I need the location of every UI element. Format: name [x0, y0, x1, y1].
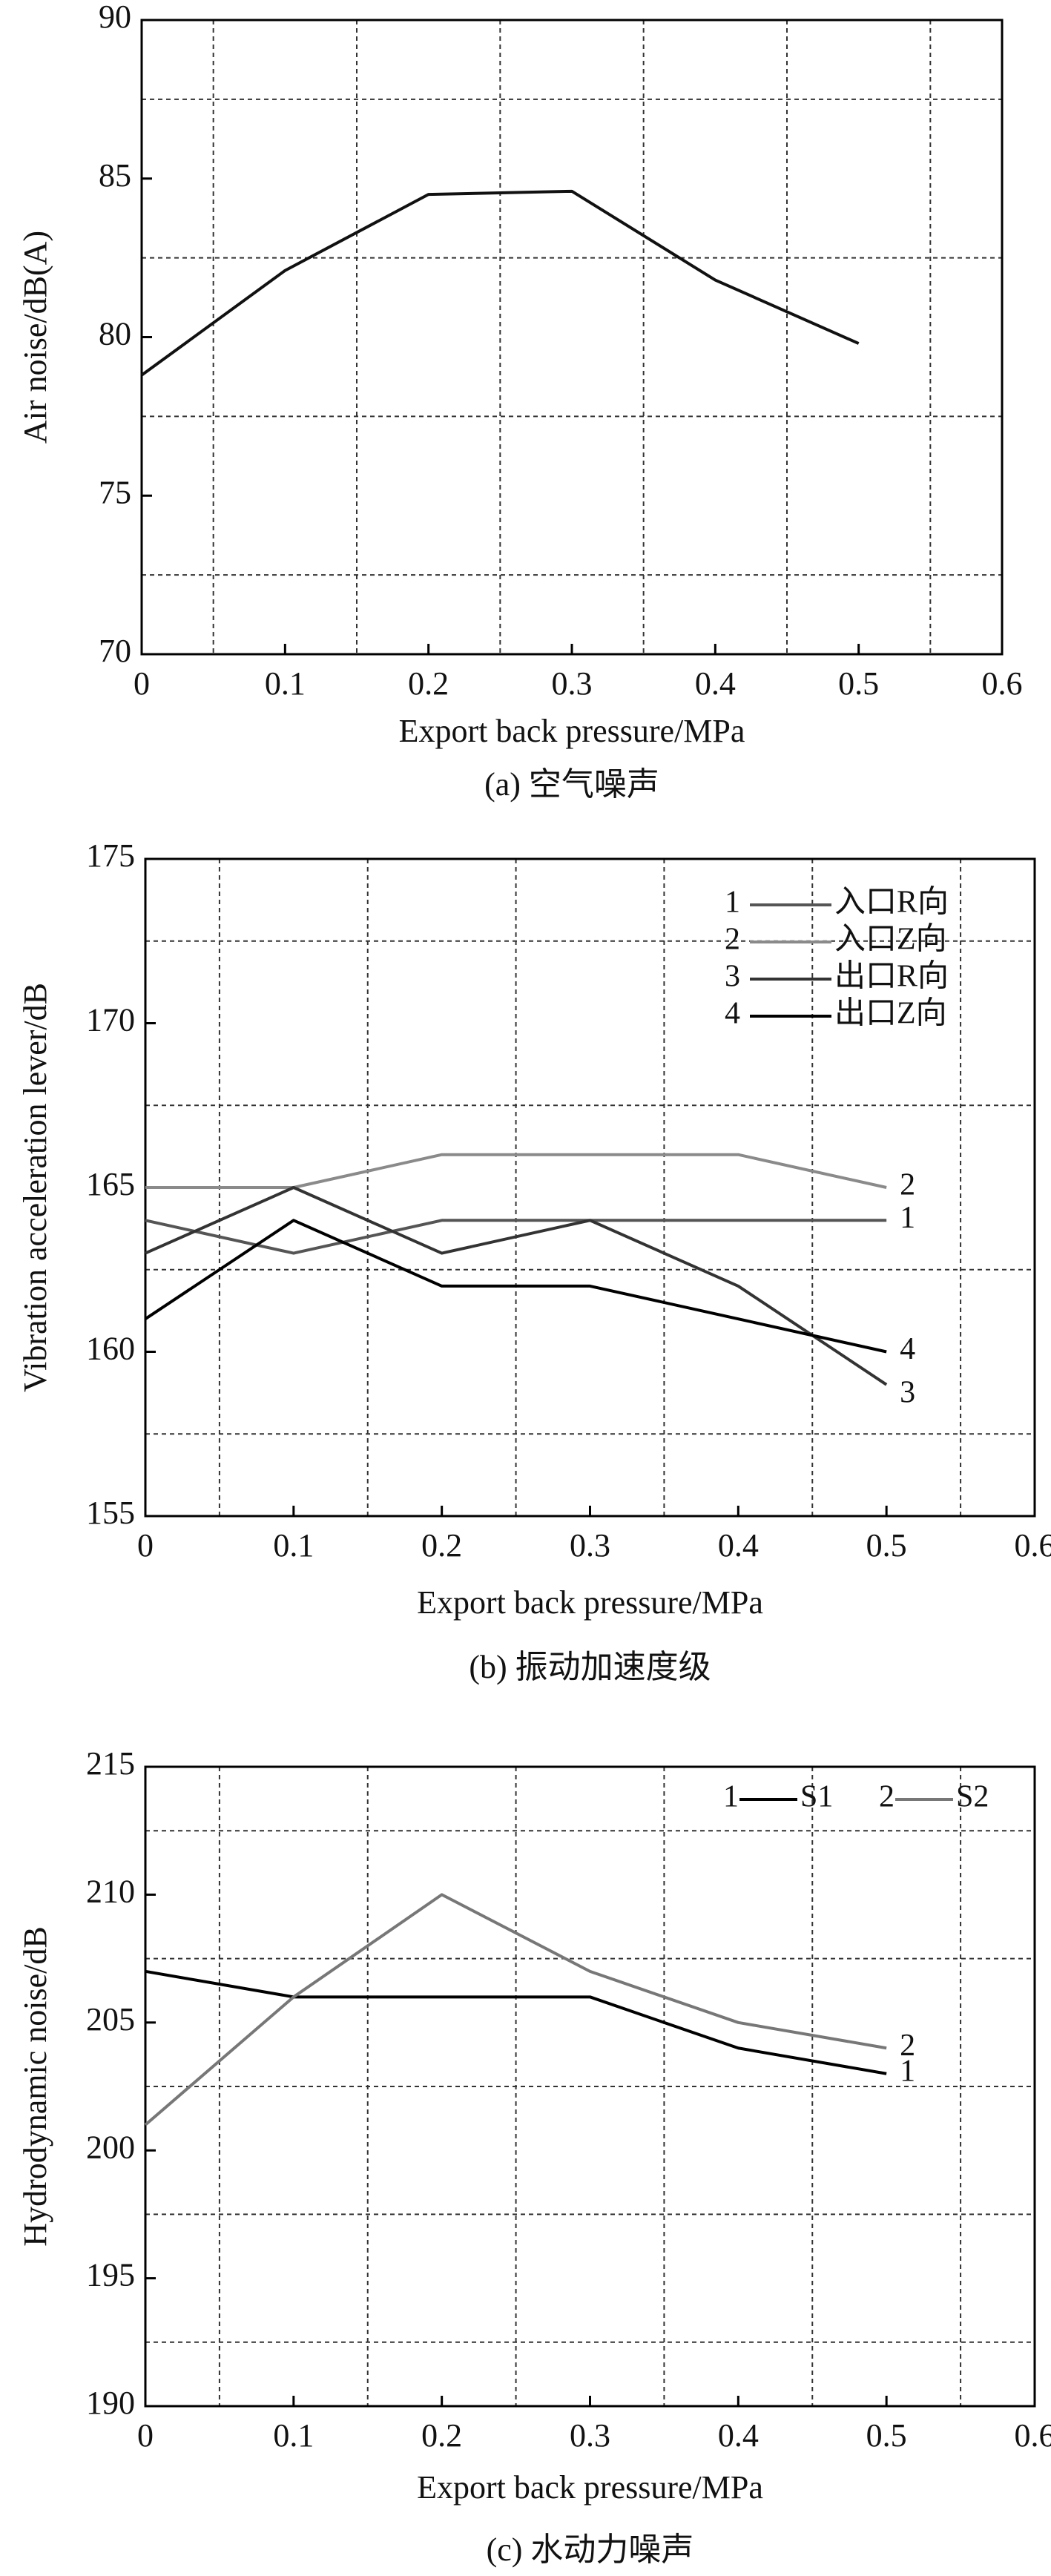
line-label: 4 [900, 1332, 915, 1366]
legend-label: 出口Z向 [834, 997, 947, 1031]
legend-number: 1 [723, 1780, 739, 1814]
x-tick-label: 0.3 [570, 1527, 610, 1564]
y-tick-label: 210 [86, 1873, 135, 1909]
y-tick-label: 160 [86, 1331, 135, 1367]
x-tick-label: 0.3 [570, 2417, 610, 2454]
line-label: 2 [900, 1168, 915, 1202]
y-tick-label: 190 [86, 2385, 135, 2421]
x-tick-label: 0.4 [718, 2417, 759, 2454]
x-tick-label: 0.6 [982, 665, 1023, 702]
y-tick-label: 155 [86, 1495, 135, 1531]
plot-frame [142, 20, 1002, 654]
y-tick-label: 175 [86, 837, 135, 874]
x-axis-label: Export back pressure/MPa [417, 1584, 763, 1621]
legend-label: S2 [956, 1780, 989, 1814]
x-tick-label: 0.4 [695, 665, 736, 702]
x-tick-label: 0 [137, 2417, 154, 2454]
x-tick-label: 0.6 [1015, 2417, 1051, 2454]
y-tick-label: 200 [86, 2129, 135, 2165]
caption: (b) 振动加速度级 [469, 1649, 711, 1685]
y-tick-label: 165 [86, 1166, 135, 1202]
x-tick-label: 0.2 [421, 2417, 462, 2454]
x-tick-label: 0.6 [1015, 1527, 1051, 1564]
series-line [145, 1894, 886, 2124]
y-tick-label: 85 [99, 157, 131, 194]
series-line [145, 1220, 886, 1351]
legend-number: 2 [879, 1780, 894, 1814]
legend-number: 2 [725, 923, 740, 957]
legend-label: 入口R向 [834, 886, 949, 920]
x-tick-label: 0.2 [408, 665, 449, 702]
chart: 0 0.1 0.2 0.3 0.4 0.5 0.6 70 75 80 85 90 Export back… [17, 0, 1023, 803]
legend-label: S1 [800, 1780, 833, 1814]
legend-number: 1 [725, 886, 740, 920]
x-tick-label: 0.5 [866, 2417, 907, 2454]
y-tick-label: 170 [86, 1002, 135, 1038]
y-tick-label: 75 [99, 474, 131, 510]
line-label: 1 [900, 1201, 915, 1235]
y-tick-label: 70 [99, 633, 131, 669]
x-tick-label: 0.3 [552, 665, 593, 702]
x-tick-label: 0.5 [838, 665, 879, 702]
y-tick-label: 205 [86, 2001, 135, 2038]
legend-number: 4 [725, 997, 740, 1031]
x-tick-label: 0.5 [866, 1527, 907, 1564]
x-tick-label: 0.4 [718, 1527, 759, 1564]
x-tick-label: 0 [134, 665, 150, 702]
caption: (c) 水动力噪声 [487, 2531, 694, 2568]
y-tick-label: 215 [86, 1745, 135, 1782]
legend-label: 出口R向 [834, 960, 949, 994]
x-tick-label: 0 [137, 1527, 154, 1564]
chart: 0 0.1 0.2 0.3 0.4 0.5 0.6 190 195 200 205 210 215 Exp… [17, 1745, 1051, 2568]
y-axis-label: Hydrodynamic noise/dB [17, 1926, 53, 2246]
x-tick-label: 0.1 [273, 1527, 314, 1564]
x-tick-label: 0.1 [265, 665, 306, 702]
y-tick-label: 80 [99, 316, 131, 352]
x-tick-label: 0.2 [421, 1527, 462, 1564]
y-tick-label: 90 [99, 0, 131, 35]
line-label: 2 [900, 2029, 915, 2063]
x-axis-label: Export back pressure/MPa [399, 713, 745, 749]
caption: (a) 空气噪声 [484, 766, 659, 803]
x-tick-label: 0.1 [273, 2417, 314, 2454]
legend-label: 入口Z向 [834, 923, 947, 957]
line-label: 3 [900, 1375, 915, 1409]
y-axis-label: Air noise/dB(A) [17, 231, 53, 444]
y-axis-label: Vibration acceleration lever/dB [17, 983, 53, 1392]
x-axis-label: Export back pressure/MPa [417, 2469, 763, 2506]
chart: 0 0.1 0.2 0.3 0.4 0.5 0.6 155 160 165 170 175 Export… [17, 837, 1051, 1685]
legend-number: 3 [725, 960, 740, 994]
y-tick-label: 195 [86, 2257, 135, 2293]
